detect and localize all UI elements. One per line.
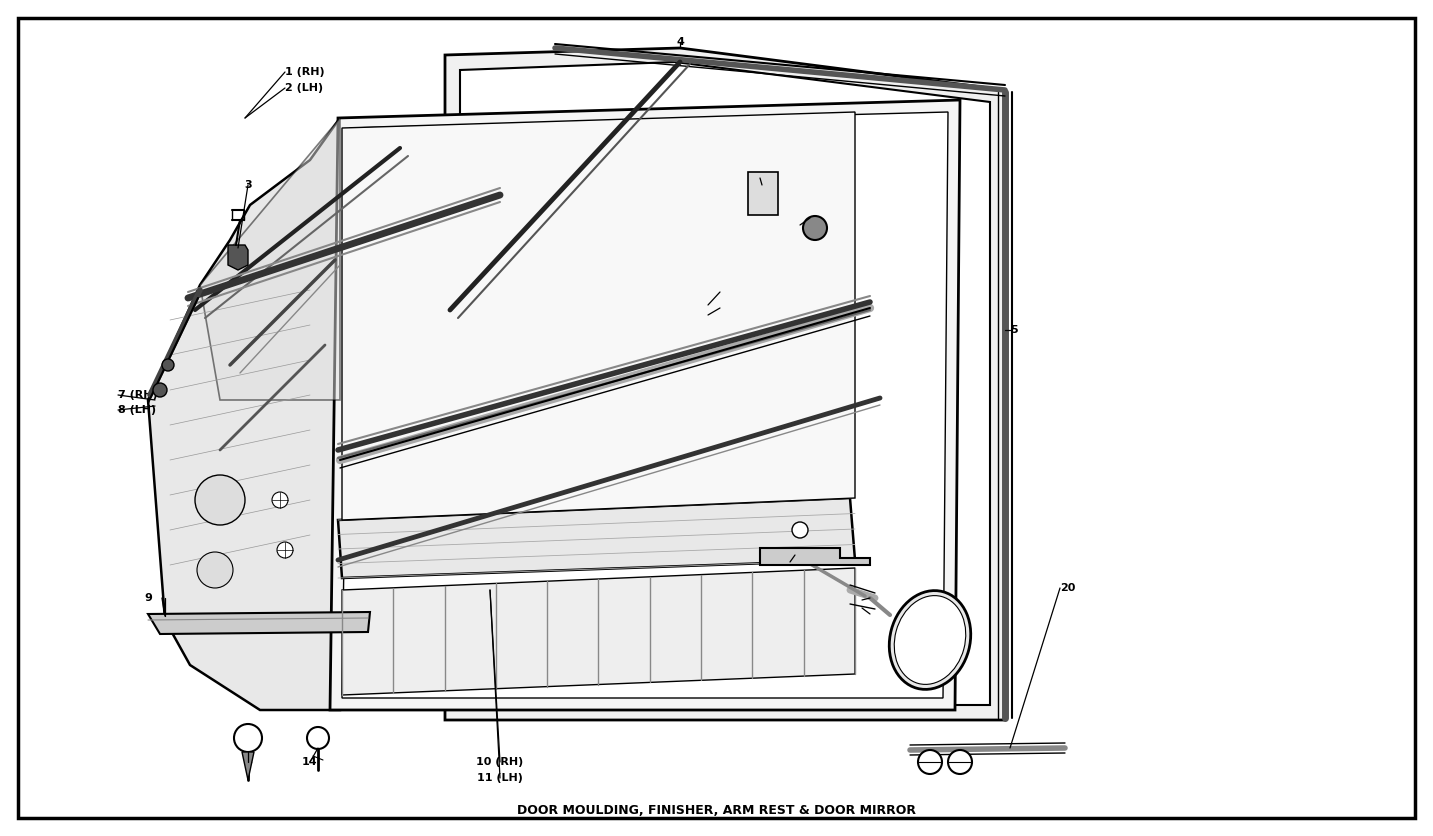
- Text: 8 (LH): 8 (LH): [118, 405, 156, 415]
- Circle shape: [153, 383, 168, 397]
- Text: 16 (LH): 16 (LH): [719, 303, 767, 313]
- Polygon shape: [342, 112, 949, 698]
- Text: 11 (LH): 11 (LH): [477, 773, 523, 783]
- Circle shape: [162, 359, 173, 371]
- Circle shape: [277, 542, 292, 558]
- Text: DOOR MOULDING, FINISHER, ARM REST & DOOR MIRROR: DOOR MOULDING, FINISHER, ARM REST & DOOR…: [517, 803, 916, 817]
- Circle shape: [234, 724, 262, 752]
- Text: 13: 13: [759, 173, 775, 183]
- Polygon shape: [748, 172, 778, 215]
- Circle shape: [792, 522, 808, 538]
- Circle shape: [195, 475, 245, 525]
- Polygon shape: [148, 612, 370, 634]
- Text: 6: 6: [244, 757, 252, 767]
- Polygon shape: [446, 48, 1005, 720]
- Polygon shape: [342, 568, 856, 695]
- Polygon shape: [228, 245, 248, 270]
- Polygon shape: [759, 548, 870, 565]
- Circle shape: [196, 552, 234, 588]
- Text: 14: 14: [302, 757, 318, 767]
- Text: 15 (RH): 15 (RH): [719, 287, 767, 297]
- Circle shape: [307, 727, 330, 749]
- Text: 19: 19: [782, 557, 798, 567]
- Text: 2 (LH): 2 (LH): [285, 83, 322, 93]
- Circle shape: [949, 750, 972, 774]
- Text: 9: 9: [145, 593, 152, 603]
- Polygon shape: [201, 118, 340, 400]
- Text: 17 (RH): 17 (RH): [870, 593, 917, 603]
- Circle shape: [919, 750, 941, 774]
- Text: 3: 3: [244, 180, 252, 190]
- Polygon shape: [242, 752, 254, 780]
- Text: 7 (RH): 7 (RH): [118, 390, 158, 400]
- Polygon shape: [338, 498, 856, 578]
- Ellipse shape: [894, 595, 966, 685]
- Polygon shape: [330, 100, 960, 710]
- Polygon shape: [342, 112, 856, 520]
- Text: 5: 5: [1010, 325, 1017, 335]
- Circle shape: [272, 492, 288, 508]
- Polygon shape: [460, 62, 990, 705]
- Text: 10 (RH): 10 (RH): [476, 757, 523, 767]
- Text: 4: 4: [676, 37, 684, 47]
- Circle shape: [802, 216, 827, 240]
- Text: 20: 20: [1060, 583, 1075, 593]
- Text: 1 (RH): 1 (RH): [285, 67, 325, 77]
- Ellipse shape: [890, 590, 970, 690]
- Polygon shape: [148, 118, 340, 710]
- Text: 18 (LH): 18 (LH): [870, 609, 916, 619]
- Text: 12: 12: [810, 213, 825, 223]
